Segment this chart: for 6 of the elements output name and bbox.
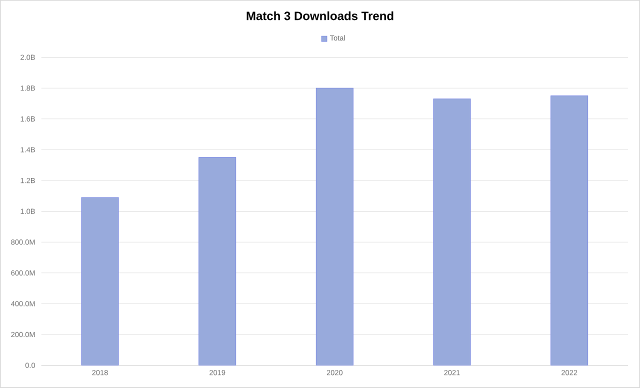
bar (550, 96, 588, 366)
chart-title: Match 3 Downloads Trend (246, 11, 394, 20)
bar (198, 157, 236, 366)
bar (316, 88, 354, 366)
bar (433, 98, 471, 366)
bar (81, 197, 119, 366)
